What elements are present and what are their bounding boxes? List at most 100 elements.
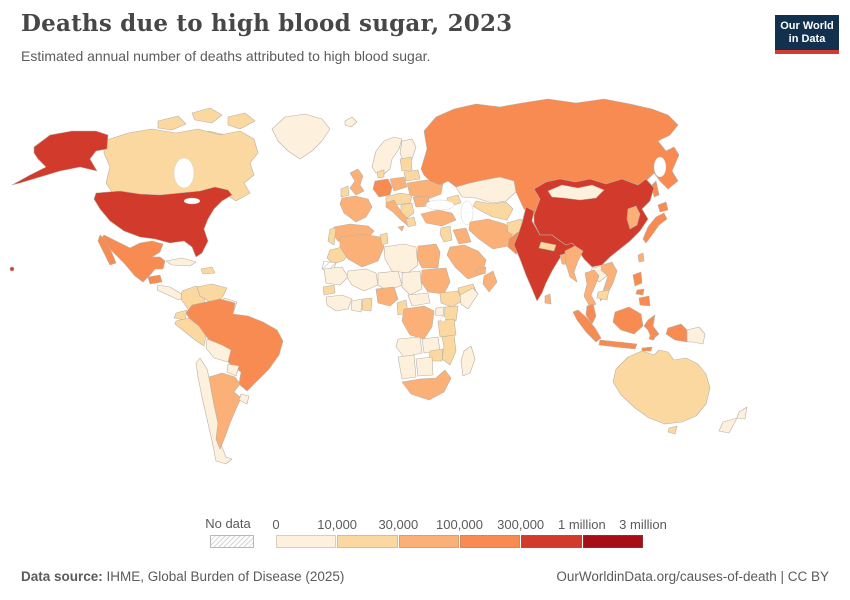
country-kazakhstan[interactable] — [455, 176, 517, 204]
country-france[interactable] — [339, 195, 373, 223]
country-thailand[interactable] — [583, 269, 600, 308]
country-central-asia[interactable] — [472, 200, 514, 221]
country-iraq[interactable] — [452, 227, 472, 245]
country-japan-honshu[interactable] — [642, 212, 668, 244]
country-java[interactable] — [598, 339, 638, 350]
country-chad[interactable] — [401, 270, 423, 296]
country-japan-hokkaido[interactable] — [657, 201, 669, 213]
country-new-zealand-north[interactable] — [736, 406, 748, 420]
country-sri-lanka[interactable] — [544, 293, 552, 305]
country-nigeria[interactable] — [375, 286, 399, 307]
country-levant[interactable] — [439, 225, 453, 243]
country-philippines-visayas[interactable] — [635, 288, 645, 296]
country-hispaniola[interactable] — [200, 266, 216, 275]
legend-bin-b6[interactable] — [582, 535, 643, 548]
country-mali[interactable] — [346, 268, 379, 292]
country-canada-arctic-2[interactable] — [191, 107, 223, 124]
country-senegal[interactable] — [322, 284, 336, 296]
country-myanmar[interactable] — [564, 245, 584, 283]
country-moluccas[interactable] — [648, 334, 656, 341]
country-norway-sweden[interactable] — [371, 136, 403, 175]
country-oman[interactable] — [482, 270, 498, 293]
country-united-kingdom[interactable] — [349, 168, 365, 196]
country-canada-arctic-3[interactable] — [227, 112, 256, 130]
country-turkey[interactable] — [420, 209, 457, 227]
country-ireland[interactable] — [340, 185, 350, 198]
country-tasmania[interactable] — [667, 425, 678, 435]
country-paraguay[interactable] — [226, 363, 240, 377]
country-poland[interactable] — [389, 176, 408, 192]
footer-license-link[interactable]: OurWorldinData.org/causes-of-death | CC … — [556, 569, 829, 584]
country-mozambique[interactable] — [441, 334, 457, 366]
country-madagascar[interactable] — [460, 345, 476, 377]
country-sudan[interactable] — [420, 267, 451, 295]
country-united-states[interactable] — [93, 186, 233, 258]
country-uruguay[interactable] — [238, 393, 250, 405]
country-hawaii[interactable] — [9, 266, 15, 272]
country-sulawesi[interactable] — [643, 314, 660, 341]
country-guinea-region[interactable] — [325, 294, 353, 312]
country-sakhalin[interactable] — [651, 180, 660, 198]
country-brazil[interactable] — [185, 298, 284, 392]
country-germany[interactable] — [372, 178, 393, 198]
country-tanzania[interactable] — [437, 318, 457, 338]
country-ethiopia[interactable] — [439, 290, 463, 308]
country-india[interactable] — [513, 206, 577, 302]
country-iceland[interactable] — [344, 116, 358, 128]
legend-bin-b1[interactable] — [276, 535, 337, 548]
country-egypt[interactable] — [416, 243, 441, 269]
country-angola[interactable] — [395, 336, 423, 358]
country-tunisia[interactable] — [379, 232, 389, 246]
country-west-new-guinea[interactable] — [665, 323, 688, 343]
country-drc[interactable] — [401, 305, 435, 340]
country-south-africa[interactable] — [401, 369, 452, 401]
legend-bin-b4[interactable] — [459, 535, 521, 548]
country-saudi-arabia[interactable] — [446, 244, 487, 280]
country-philippines-luzon[interactable] — [632, 271, 643, 287]
country-somalia[interactable] — [459, 287, 479, 310]
country-ghana[interactable] — [361, 297, 373, 312]
country-korea[interactable] — [626, 205, 641, 230]
country-greenland[interactable] — [271, 113, 331, 160]
country-ecuador[interactable] — [173, 309, 188, 321]
country-philippines-mindanao[interactable] — [638, 295, 651, 307]
country-niger[interactable] — [377, 270, 403, 292]
country-algeria[interactable] — [339, 233, 385, 268]
country-gulf-states[interactable] — [475, 266, 487, 275]
country-portugal[interactable] — [327, 227, 337, 246]
country-belarus[interactable] — [403, 169, 421, 182]
country-denmark[interactable] — [376, 169, 385, 179]
country-alaska[interactable] — [11, 130, 109, 186]
country-iran[interactable] — [468, 218, 514, 250]
country-argentina[interactable] — [208, 372, 242, 450]
country-libya[interactable] — [383, 243, 419, 274]
country-ukraine[interactable] — [406, 179, 444, 200]
country-greece[interactable] — [405, 216, 417, 228]
country-canada-arctic-1[interactable] — [157, 115, 187, 131]
country-botswana[interactable] — [415, 356, 434, 377]
legend-bin-b3[interactable] — [398, 535, 459, 548]
legend-no-data-swatch[interactable] — [210, 535, 254, 548]
country-mauritania[interactable] — [323, 266, 349, 286]
country-central-african-republic[interactable] — [407, 292, 431, 307]
country-kenya[interactable] — [443, 305, 459, 322]
legend-bin-b2[interactable] — [337, 535, 398, 548]
country-nepal[interactable] — [538, 241, 557, 252]
country-borneo[interactable] — [612, 306, 644, 335]
country-mongolia[interactable] — [547, 184, 605, 201]
country-sicily[interactable] — [397, 225, 405, 232]
country-guatemala[interactable] — [147, 274, 163, 285]
legend-bin-b5[interactable] — [521, 535, 582, 548]
country-bolivia[interactable] — [205, 338, 232, 363]
country-balkans[interactable] — [400, 202, 415, 219]
country-australia[interactable] — [612, 349, 711, 425]
country-cambodia[interactable] — [596, 289, 610, 301]
country-malaysia[interactable] — [585, 303, 597, 325]
country-papua-new-guinea[interactable] — [686, 326, 706, 345]
country-taiwan[interactable] — [637, 252, 645, 263]
country-baja-california[interactable] — [97, 234, 117, 266]
country-sumatra[interactable] — [572, 309, 602, 343]
country-new-zealand-south[interactable] — [718, 417, 738, 434]
country-venezuela[interactable] — [196, 283, 228, 303]
country-namibia[interactable] — [397, 354, 417, 380]
